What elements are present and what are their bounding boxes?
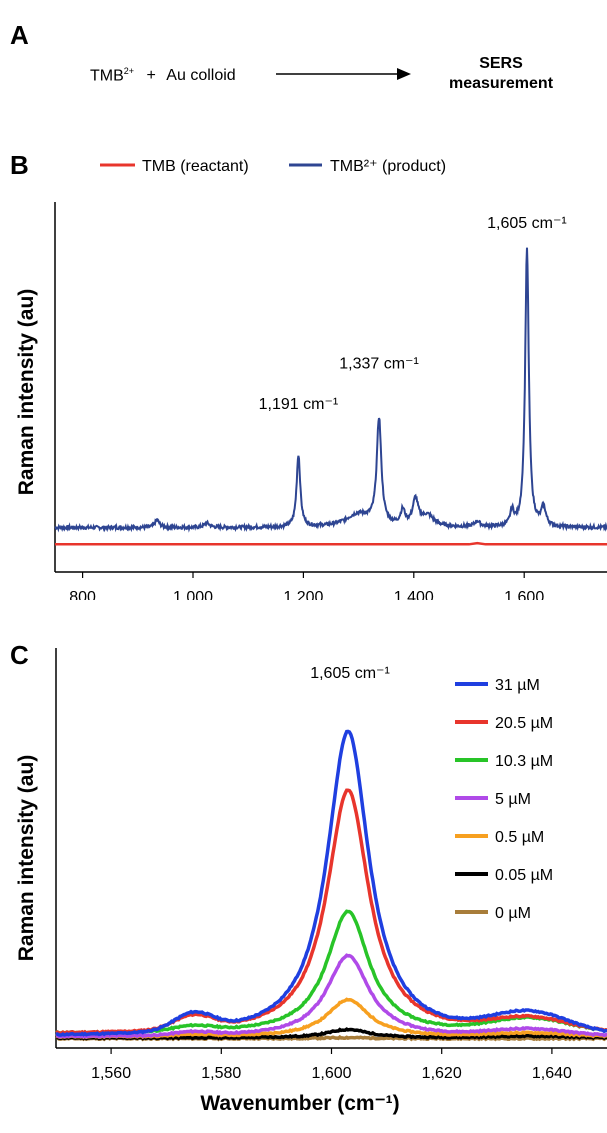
sers-measurement-label: SERS measurement bbox=[440, 54, 562, 94]
sers-line-1: SERS bbox=[479, 55, 523, 72]
reagent-label: TMB bbox=[90, 67, 124, 85]
legend-label-0-5-um: 0.5 µM bbox=[495, 829, 544, 846]
peak-annotation: 1,191 cm⁻¹ bbox=[259, 396, 339, 413]
y-axis-title: Raman intensity (au) bbox=[15, 289, 38, 496]
y-axis-title: Raman intensity (au) bbox=[15, 755, 38, 962]
x-tick-label: 1,200 bbox=[283, 589, 323, 600]
peak-annotation: 1,337 cm⁻¹ bbox=[339, 356, 419, 373]
plus-sign: + bbox=[146, 67, 156, 85]
panel-b-letter: B bbox=[10, 150, 29, 180]
reaction-arrow bbox=[276, 68, 411, 80]
x-axis-title: Wavenumber (cm⁻¹) bbox=[200, 1092, 399, 1115]
series-line-tmb-reactant bbox=[55, 541, 607, 546]
x-tick-label: 1,600 bbox=[311, 1065, 351, 1082]
legend-label-0-05-um: 0.05 µM bbox=[495, 867, 553, 884]
colloid-label: Au colloid bbox=[166, 67, 236, 85]
peak-annotation: 1,605 cm⁻¹ bbox=[310, 665, 390, 682]
x-tick-label: 1,000 bbox=[173, 589, 213, 600]
chart-c: 1,560 1,580 1,600 1,620 1,640 Wavenumber (cm⁻… bbox=[15, 648, 607, 1115]
panel-a-letter: A bbox=[10, 20, 29, 50]
legend-label-tmb-reactant: TMB (reactant) bbox=[142, 158, 249, 175]
legend-label-10-3-um: 10.3 µM bbox=[495, 753, 553, 770]
x-tick-label: 800 bbox=[69, 589, 96, 600]
x-tick-label: 1,640 bbox=[532, 1065, 572, 1082]
legend-label-20-5-um: 20.5 µM bbox=[495, 715, 553, 732]
x-tick-label: 1,560 bbox=[91, 1065, 131, 1082]
sers-line-2: measurement bbox=[448, 75, 554, 92]
series-line-5-um bbox=[55, 953, 607, 1039]
x-tick-label: 1,580 bbox=[201, 1065, 241, 1082]
panel-c-letter: C bbox=[10, 640, 29, 670]
peak-annotation: 1,605 cm⁻¹ bbox=[487, 215, 567, 232]
legend-label-0-um: 0 µM bbox=[495, 905, 531, 922]
legend-label-tmb2-product: TMB²⁺ (product) bbox=[330, 158, 446, 175]
x-tick-label: 1,620 bbox=[422, 1065, 462, 1082]
reagent-superscript: 2+ bbox=[123, 66, 135, 76]
reaction-equation: TMB2+ + Au colloid bbox=[90, 66, 236, 85]
x-tick-label: 1,600 bbox=[504, 589, 544, 600]
legend-label-31-um: 31 µM bbox=[495, 677, 540, 694]
legend-label-5-um: 5 µM bbox=[495, 791, 531, 808]
x-tick-label: 1,400 bbox=[394, 589, 434, 600]
series-line-31-um bbox=[55, 729, 607, 1037]
series-line-tmb2-product bbox=[54, 247, 607, 533]
